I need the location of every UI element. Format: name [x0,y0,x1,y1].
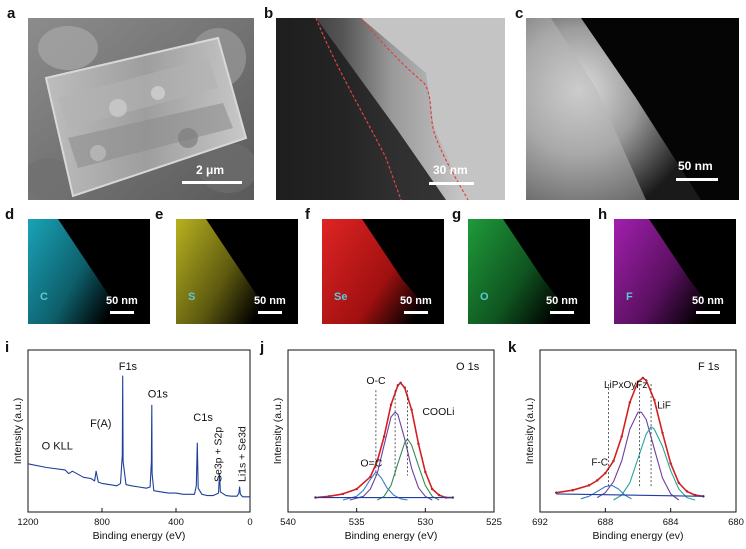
peak-label: C1s [193,412,213,424]
panel-letter-i: i [5,339,10,356]
panel-letter-c: c [515,5,524,22]
scale-bar [110,311,134,314]
series-lif [613,426,696,501]
panel-letter-g: g [452,206,462,223]
x-axis-label: Binding energy (ev) [592,530,683,542]
scale-label: 2 μm [196,163,225,177]
scale-label: 50 nm [692,295,724,307]
x-tick-label: 692 [532,517,548,528]
eds-map-texture [468,219,578,324]
xps-survey-chart: 1200 800 400 0 Binding energy (eV) Intensity … [12,349,253,542]
x-tick-label: 0 [247,517,252,528]
scale-label: 30 nm [433,163,468,177]
x-tick-label: 540 [280,517,296,528]
haadf-image: 50 nm [526,18,739,200]
plot-frame [27,349,251,513]
panel-letter-j: j [260,339,265,356]
sem-image: 2 μm [28,18,254,200]
series-o-c [342,471,408,501]
peak-label: O KLL [42,441,73,453]
peak-label: O1s [148,388,169,400]
peak-label: F-C [591,458,608,469]
scale-bar [404,311,428,314]
eds-map-texture [614,219,724,324]
x-tick-label: 684 [663,517,679,528]
chart-title: O 1s [456,361,480,373]
x-tick-label: 688 [597,517,613,528]
scale-bar [696,311,720,314]
peak-label: Li1s + Se3d [237,426,249,482]
eds-map-s: S 50 nm [176,219,298,324]
series-background [556,493,704,497]
eds-map-texture [28,219,128,324]
scale-label: 50 nm [106,295,138,307]
eds-map-o: O 50 nm [468,219,590,324]
element-label: O [480,291,489,303]
x-tick-label: 680 [728,517,744,528]
survey-line [27,375,250,498]
peak-label: F1s [119,361,138,373]
series-fit [315,382,453,499]
panel-letter-f: f [305,206,310,223]
xps-o1s-chart: 540 535 530 525 Binding energy (eV) Intensity… [272,349,502,542]
x-tick-label: 535 [349,517,365,528]
scale-bar [429,182,474,185]
peak-label: LiPxOyFz [604,380,647,391]
eds-map-f: F 50 nm [614,219,736,324]
tem-texture [276,18,505,200]
scale-label: 50 nm [546,295,578,307]
scale-label: 50 nm [678,159,713,173]
peak-label: O=C [360,458,382,470]
peak-label: F(A) [90,418,111,430]
peak-label: O-C [366,375,386,387]
haadf-texture [526,18,739,200]
y-axis-label: Intensity (a.u.) [272,398,284,465]
y-axis-label: Intensity (a.u.) [12,398,24,465]
panel-letter-e: e [155,206,164,223]
panel-letter-k: k [508,339,517,356]
y-axis-label: Intensity (a.u.) [524,398,536,465]
xps-f1s-chart: 692 688 684 680 Binding energy (ev) Intensity… [524,349,744,542]
element-label: S [188,291,196,303]
x-axis-label: Binding energy (eV) [345,530,438,542]
eds-map-texture [176,219,276,324]
x-tick-label: 525 [486,517,502,528]
x-axis-label: Binding energy (eV) [93,530,186,542]
chart-title: F 1s [698,361,720,373]
scale-bar [258,311,282,314]
x-tick-label: 1200 [17,517,38,528]
eds-map-texture [322,219,440,324]
x-tick-label: 400 [168,517,184,528]
peak-label: COOLi [422,406,454,418]
panel-letter-h: h [598,206,608,223]
panel-letter-b: b [264,5,274,22]
scale-bar [676,178,718,181]
x-tick-label: 530 [417,517,433,528]
peak-label: Se3p + S2p [212,427,224,482]
scale-bar [182,181,242,184]
peak-label: LiF [657,401,671,412]
element-label: Se [334,291,348,303]
element-label: F [626,291,633,303]
element-label: C [40,291,48,303]
series-lipxoyfz [596,411,680,501]
scale-bar [550,311,574,314]
tem-image: 30 nm [276,18,505,200]
eds-map-se: Se 50 nm [322,219,444,324]
scale-label: 50 nm [400,295,432,307]
series-fit [556,377,704,498]
panel-letter-d: d [5,206,15,223]
eds-map-c: C 50 nm [28,219,150,324]
x-tick-label: 800 [94,517,110,528]
series-cooli [377,438,440,501]
scale-label: 50 nm [254,295,286,307]
panel-letter-a: a [7,5,16,22]
sem-texture [28,18,254,200]
series-o-c [349,411,433,501]
plot-frame [287,349,495,513]
plot-frame [539,349,737,513]
